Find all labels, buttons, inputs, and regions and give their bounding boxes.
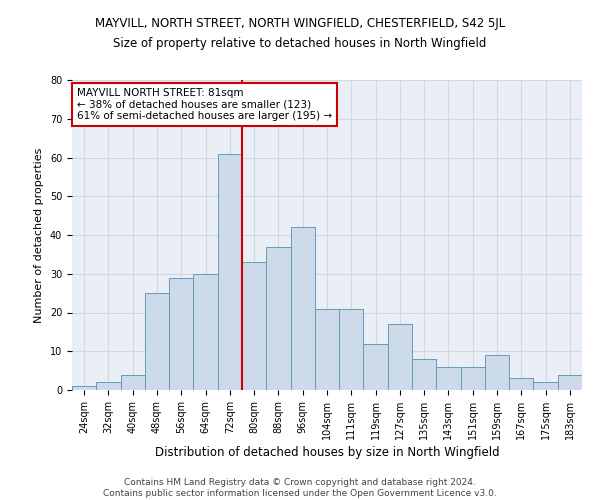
Bar: [266, 246, 290, 390]
Bar: [436, 367, 461, 390]
Bar: [315, 308, 339, 390]
Bar: [461, 367, 485, 390]
Text: MAYVILL, NORTH STREET, NORTH WINGFIELD, CHESTERFIELD, S42 5JL: MAYVILL, NORTH STREET, NORTH WINGFIELD, …: [95, 18, 505, 30]
Bar: [485, 355, 509, 390]
Bar: [218, 154, 242, 390]
Bar: [169, 278, 193, 390]
Bar: [193, 274, 218, 390]
Bar: [72, 386, 96, 390]
Bar: [412, 359, 436, 390]
Bar: [388, 324, 412, 390]
Bar: [533, 382, 558, 390]
Text: Size of property relative to detached houses in North Wingfield: Size of property relative to detached ho…: [113, 38, 487, 51]
Y-axis label: Number of detached properties: Number of detached properties: [34, 148, 44, 322]
Bar: [364, 344, 388, 390]
Bar: [290, 227, 315, 390]
Text: MAYVILL NORTH STREET: 81sqm
← 38% of detached houses are smaller (123)
61% of se: MAYVILL NORTH STREET: 81sqm ← 38% of det…: [77, 88, 332, 121]
Bar: [242, 262, 266, 390]
X-axis label: Distribution of detached houses by size in North Wingfield: Distribution of detached houses by size …: [155, 446, 499, 459]
Bar: [558, 374, 582, 390]
Bar: [121, 374, 145, 390]
Bar: [509, 378, 533, 390]
Bar: [96, 382, 121, 390]
Bar: [145, 293, 169, 390]
Bar: [339, 308, 364, 390]
Text: Contains HM Land Registry data © Crown copyright and database right 2024.
Contai: Contains HM Land Registry data © Crown c…: [103, 478, 497, 498]
